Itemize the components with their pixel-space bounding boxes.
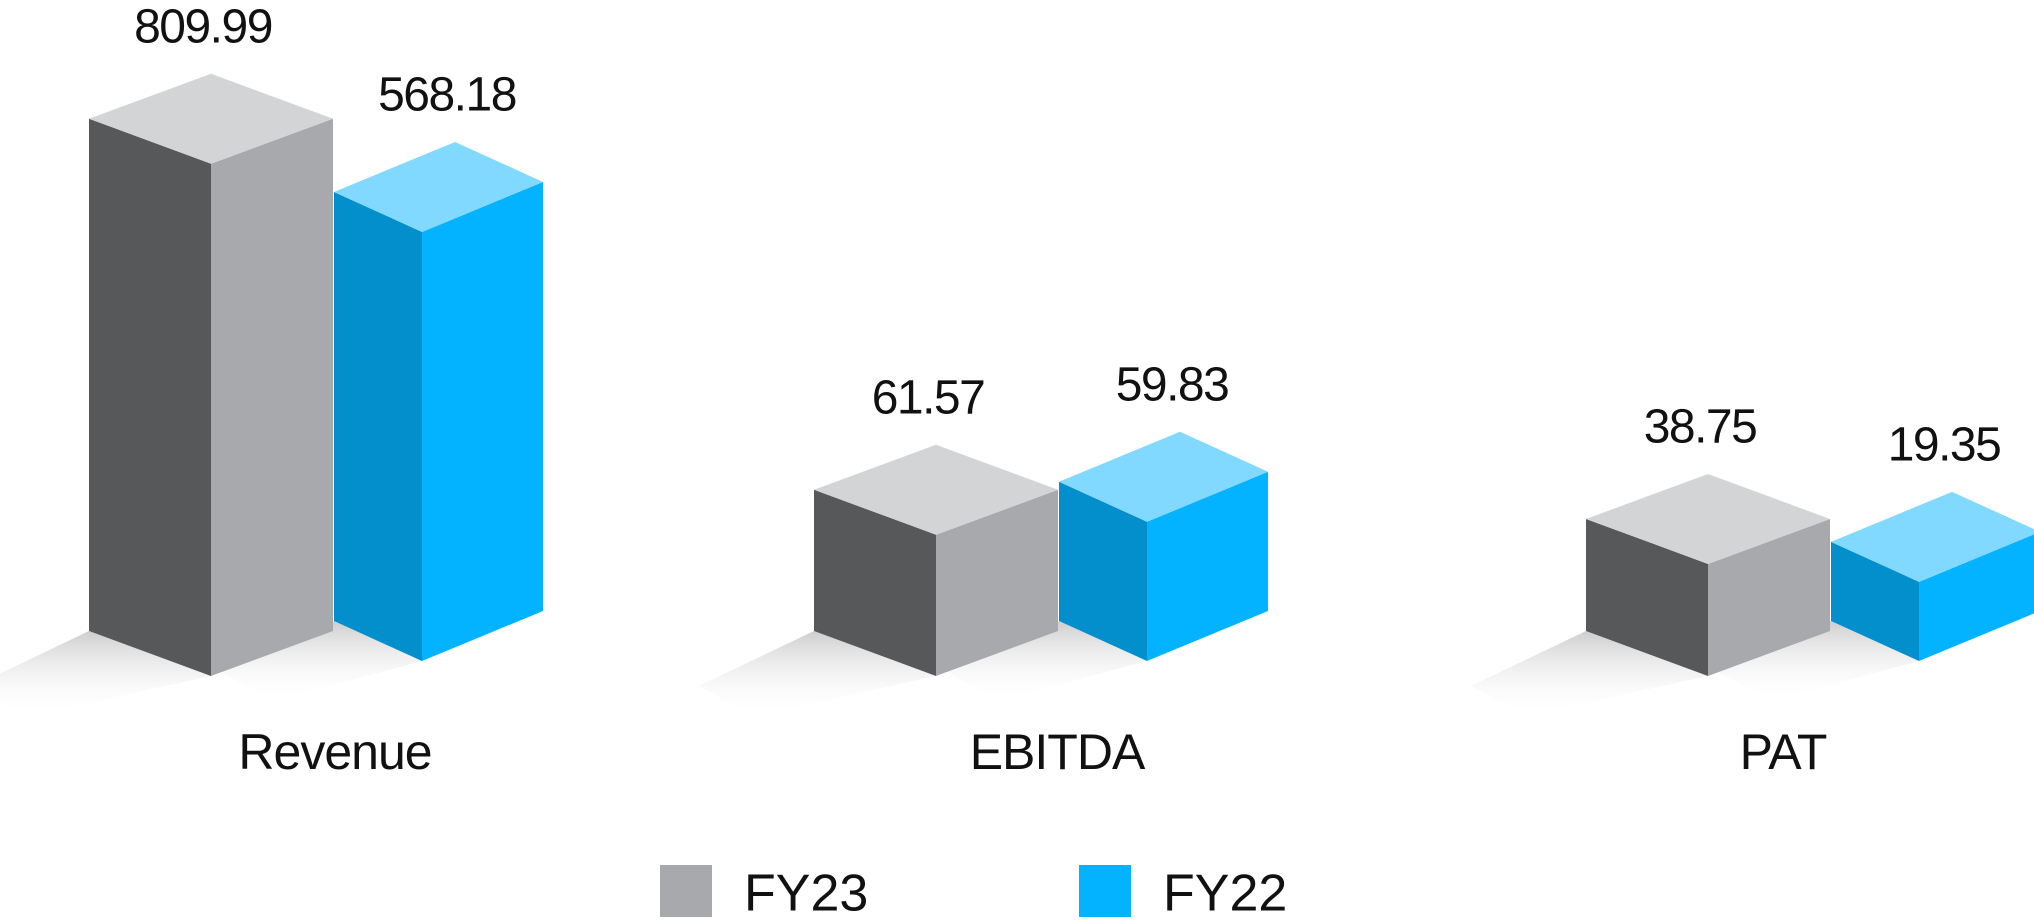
legend-label: FY22 (1163, 865, 1287, 922)
value-label: 61.57 (872, 371, 985, 424)
bar-top-face (814, 444, 1058, 535)
bar-right-face (211, 118, 333, 677)
category-label: EBITDA (970, 724, 1146, 780)
bar-left-face (1059, 481, 1147, 661)
legend-swatch (660, 865, 712, 917)
bar-shadow (0, 631, 211, 716)
bar-top-face (334, 141, 543, 232)
legend-label: FY23 (744, 865, 868, 922)
bar-shadow (1716, 621, 1919, 701)
bar-top-face (1586, 473, 1830, 564)
bar-top-face (1831, 491, 2034, 582)
bar-left-face (1586, 518, 1708, 676)
bar-top-face (89, 73, 333, 164)
bar-shadow (1471, 631, 1708, 716)
legend-swatch (1079, 865, 1131, 917)
category-label: PAT (1740, 724, 1827, 780)
bar-right-face (422, 181, 543, 662)
value-label: 809.99 (134, 0, 272, 53)
bar-right-face (1147, 471, 1268, 661)
bar-top-face (1059, 431, 1268, 522)
value-label: 568.18 (378, 69, 516, 122)
bar-left-face (334, 191, 422, 662)
bar-right-face (1919, 534, 2034, 661)
value-label: 59.83 (1116, 358, 1229, 411)
bar-right-face (936, 489, 1058, 676)
bar-shadow (219, 621, 422, 701)
bar-left-face (89, 118, 211, 677)
category-label: Revenue (238, 724, 431, 780)
bar-left-face (814, 489, 936, 676)
bar-shadow (944, 621, 1147, 701)
value-label: 38.75 (1644, 401, 1757, 454)
bar-shadow (699, 631, 936, 716)
bar-left-face (1831, 541, 1919, 661)
bar-right-face (1708, 518, 1830, 676)
value-label: 19.35 (1888, 418, 2001, 471)
